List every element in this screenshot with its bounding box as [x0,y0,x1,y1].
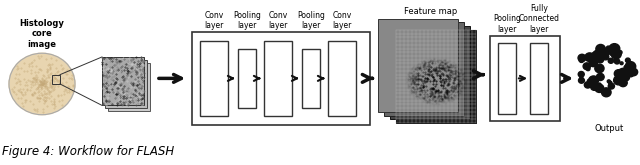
Circle shape [614,70,623,78]
Circle shape [593,50,601,58]
Bar [378,19,458,112]
Text: Histology
core
image: Histology core image [20,19,65,49]
Circle shape [609,81,612,84]
Bar [108,63,150,111]
Circle shape [602,48,609,56]
Circle shape [621,79,626,83]
Circle shape [579,78,584,83]
Circle shape [589,53,595,59]
Circle shape [608,58,614,63]
Bar [200,41,228,116]
Text: Conv
layer: Conv layer [204,11,224,30]
Circle shape [579,58,584,62]
Circle shape [593,51,602,59]
Circle shape [591,62,595,66]
Bar [530,43,548,114]
Circle shape [625,62,636,71]
Circle shape [578,54,586,62]
Circle shape [609,44,620,54]
Circle shape [589,59,598,67]
Circle shape [607,80,611,83]
Text: Pooling
layer: Pooling layer [233,11,261,30]
Circle shape [595,84,604,92]
Circle shape [597,57,604,63]
Circle shape [631,64,635,68]
Circle shape [589,76,598,85]
Circle shape [623,74,630,81]
Circle shape [599,49,607,56]
Circle shape [583,63,591,70]
Circle shape [624,65,628,70]
Bar [580,28,638,121]
Circle shape [620,62,623,65]
Circle shape [611,49,621,59]
Bar [396,30,476,123]
Circle shape [586,67,590,71]
Circle shape [618,68,628,79]
Circle shape [602,54,609,60]
Circle shape [627,71,634,77]
Circle shape [591,84,598,90]
Text: Fully
Connected
layer: Fully Connected layer [518,4,559,34]
Circle shape [585,53,595,62]
Bar [102,57,144,105]
Circle shape [9,53,75,115]
Circle shape [625,58,630,63]
Text: Pooling
layer: Pooling layer [297,11,325,30]
Circle shape [609,50,614,55]
Circle shape [619,79,627,87]
Circle shape [625,71,629,74]
Text: Conv
layer: Conv layer [268,11,288,30]
Circle shape [630,68,637,76]
Circle shape [588,79,591,83]
Bar [498,43,516,114]
Bar [52,75,60,84]
Circle shape [597,83,601,87]
Bar [238,49,256,108]
Circle shape [614,57,618,61]
Bar [302,49,320,108]
Circle shape [608,83,614,89]
Text: Feature map: Feature map [404,7,458,16]
Circle shape [616,72,627,81]
Circle shape [578,71,584,77]
Bar [105,60,147,108]
Circle shape [614,76,623,85]
Circle shape [584,82,591,88]
Text: Output: Output [595,124,623,133]
Circle shape [598,50,605,57]
Text: Conv
layer: Conv layer [332,11,352,30]
Circle shape [596,44,605,53]
Circle shape [604,90,609,94]
Circle shape [590,78,597,85]
Circle shape [606,46,611,50]
Circle shape [591,52,600,59]
Circle shape [627,71,631,75]
Circle shape [602,88,611,97]
Circle shape [614,59,620,64]
Circle shape [580,77,583,80]
Bar [264,41,292,116]
Bar [384,22,464,116]
Bar [390,26,470,119]
Bar [192,32,370,125]
Text: Pooling
layer: Pooling layer [493,14,521,34]
Circle shape [596,73,604,81]
Circle shape [618,50,622,54]
Circle shape [595,64,604,73]
Bar [490,35,560,121]
Text: Figure 4: Workflow for FLASH: Figure 4: Workflow for FLASH [2,146,174,158]
Bar [328,41,356,116]
